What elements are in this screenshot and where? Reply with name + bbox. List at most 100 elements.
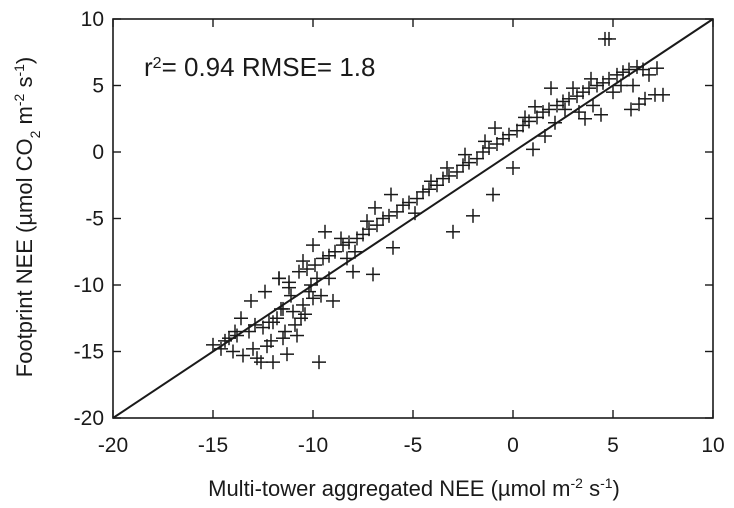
y-axis-label: Footprint NEE (µmol CO2 m-2 s-1): [11, 57, 43, 377]
y-tick-label: -5: [85, 208, 104, 231]
data-point: [360, 214, 374, 229]
data-point: [308, 258, 322, 273]
data-point: [322, 248, 336, 263]
data-point: [254, 355, 268, 370]
data-point: [648, 87, 662, 102]
data-point: [440, 160, 454, 175]
data-point: [616, 65, 630, 80]
data-point: [298, 307, 312, 322]
data-point: [346, 264, 360, 279]
data-point: [488, 121, 502, 136]
data-point: [566, 81, 580, 96]
data-point: [544, 81, 558, 96]
data-point: [606, 85, 620, 100]
data-point: [402, 195, 416, 210]
data-point: [264, 333, 278, 348]
data-point: [266, 315, 280, 330]
data-point: [278, 324, 292, 339]
data-point: [594, 107, 608, 122]
data-point: [586, 98, 600, 113]
data-point: [416, 184, 430, 199]
data-point: [522, 114, 536, 129]
data-point: [442, 168, 456, 183]
data-point: [436, 171, 450, 186]
data-point: [326, 293, 340, 308]
data-point: [548, 115, 562, 130]
data-point: [266, 355, 280, 370]
y-tick-label: -15: [74, 341, 104, 364]
data-point: [294, 311, 308, 326]
data-point: [584, 71, 598, 86]
data-point: [296, 254, 310, 269]
data-point: [470, 151, 484, 166]
data-point: [306, 291, 320, 306]
y-tick-label: -20: [74, 407, 104, 430]
data-point: [276, 331, 290, 346]
data-point: [282, 280, 296, 295]
data-point: [424, 174, 438, 189]
data-point: [258, 284, 272, 299]
y-axis-ticks: -20 -15 -10 -5 0 5 10: [74, 8, 713, 430]
data-point: [624, 102, 638, 117]
data-point: [280, 347, 294, 362]
data-point: [334, 231, 348, 246]
data-point: [576, 85, 590, 100]
y-tick-label: 5: [92, 75, 104, 98]
data-point: [410, 191, 424, 206]
stats-annotation: r2= 0.94 RMSE= 1.8: [144, 52, 375, 82]
data-point: [288, 317, 302, 332]
data-point: [626, 78, 640, 93]
data-point: [366, 267, 380, 282]
data-point: [314, 288, 328, 303]
data-point: [502, 127, 516, 142]
data-point: [422, 182, 436, 197]
data-point: [376, 211, 390, 226]
data-point: [518, 110, 532, 125]
data-point: [386, 240, 400, 255]
x-tick-label: -5: [404, 434, 423, 457]
data-point: [318, 224, 332, 239]
data-point: [570, 89, 584, 104]
data-point: [296, 297, 310, 312]
data-point: [244, 293, 258, 308]
data-point: [290, 328, 304, 343]
data-point: [582, 81, 596, 96]
data-point: [542, 102, 556, 117]
data-point: [456, 158, 470, 173]
x-tick-label: 10: [701, 434, 724, 457]
x-tick-label: -20: [98, 434, 128, 457]
data-point: [226, 344, 240, 359]
data-point: [578, 111, 592, 126]
x-tick-label: -15: [198, 434, 228, 457]
data-point: [236, 348, 250, 363]
data-point: [556, 94, 570, 109]
data-point: [316, 251, 330, 266]
data-point: [312, 355, 326, 370]
data-point: [550, 98, 564, 113]
x-tick-label: 0: [507, 434, 519, 457]
data-point: [632, 97, 646, 112]
data-point: [342, 235, 356, 250]
data-point: [536, 105, 550, 120]
data-point: [300, 262, 314, 277]
data-point: [368, 200, 382, 215]
data-point: [248, 317, 262, 332]
data-point: [234, 311, 248, 326]
data-point: [506, 160, 520, 175]
data-point: [650, 61, 664, 76]
data-point: [350, 231, 364, 246]
data-point: [590, 78, 604, 93]
data-point: [446, 224, 460, 239]
data-point: [602, 71, 616, 86]
data-point: [362, 222, 376, 237]
data-point: [476, 145, 490, 159]
data-point: [286, 304, 300, 319]
data-point: [458, 147, 472, 162]
data-point: [250, 351, 264, 366]
y-tick-label: 0: [92, 141, 104, 164]
data-point: [486, 187, 500, 202]
data-point: [602, 31, 616, 46]
data-point: [390, 204, 404, 219]
one-to-one-line: [112, 18, 714, 419]
